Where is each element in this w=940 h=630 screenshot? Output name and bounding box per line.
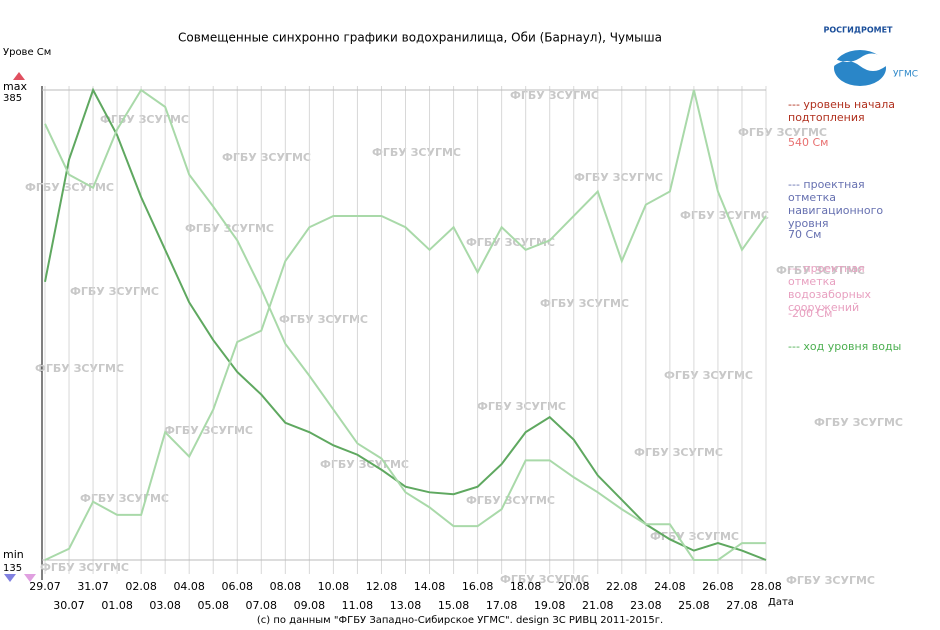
x-axis-label: Дата [768,597,794,608]
watermark: ФГБУ ЗСУГМС [466,494,555,507]
x-tick-label: 14.08 [414,580,446,593]
logo-side: УГМС [893,70,918,80]
x-tick-label: 06.08 [222,580,254,593]
watermark: ФГБУ ЗСУГМС [540,297,629,310]
watermark: ФГБУ ЗСУГМС [40,561,129,574]
watermark: ФГБУ ЗСУГМС [776,264,865,277]
watermark: ФГБУ ЗСУГМС [222,151,311,164]
x-tick-label: 11.08 [342,599,374,612]
y-end-label: 135 [3,563,22,574]
y-tick-label: max [3,80,27,93]
x-tick-label: 15.08 [438,599,470,612]
x-tick-label: 09.08 [294,599,326,612]
watermark: ФГБУ ЗСУГМС [738,126,827,139]
logo: РОСГИДРОМЕТ УГМС [824,26,918,86]
x-tick-label: 28.08 [750,580,782,593]
x-tick-label: 23.08 [630,599,662,612]
x-tick-label: 12.08 [366,580,398,593]
watermark: ФГБУ ЗСУГМС [100,113,189,126]
legend-entry: --- уровень начала подтопления [788,98,895,124]
watermark: ФГБУ ЗСУГМС [650,530,739,543]
x-tick-label: 16.08 [462,580,494,593]
watermark: ФГБУ ЗСУГМС [786,574,875,587]
series-line [44,88,766,561]
chart-title: Совмещенные синхронно графики водохранил… [178,31,662,45]
x-tick-label: 17.08 [486,599,518,612]
logo-text: РОСГИДРОМЕТ [824,26,894,35]
watermark: ФГБУ ЗСУГМС [500,573,589,586]
watermark: ФГБУ ЗСУГМС [634,446,723,459]
x-tick-label: 19.08 [534,599,566,612]
watermark: ФГБУ ЗСУГМС [35,362,124,375]
x-tick-label: 08.08 [270,580,302,593]
watermark: ФГБУ ЗСУГМС [164,424,253,437]
max-marker [13,72,25,80]
x-tick-label: 02.08 [125,580,157,593]
min-marker [24,574,36,582]
watermark: ФГБУ ЗСУГМС [70,285,159,298]
x-tick-label: 18.08 [510,580,542,593]
watermark: ФГБУ ЗСУГМС [814,416,903,429]
x-tick-label: 03.08 [149,599,181,612]
x-tick-label: 29.07 [29,580,61,593]
x-tick-label: 25.08 [678,599,710,612]
x-tick-label: 26.08 [702,580,734,593]
legend-entry: 540 См [788,136,829,149]
x-tick-label: 04.08 [173,580,205,593]
x-tick-label: 01.08 [101,599,133,612]
legend-entry: --- проектная отметка навигационного уро… [788,178,884,230]
watermark: ФГБУ ЗСУГМС [466,236,555,249]
watermark: ФГБУ ЗСУГМС [279,313,368,326]
y-axis-label: Урове См [3,47,51,58]
legend-entry: --- ход уровня воды [788,340,902,353]
x-tick-label: 30.07 [53,599,85,612]
x-tick-label: 31.07 [77,580,109,593]
x-tick-label: 07.08 [246,599,278,612]
legend-entry: -200 См [788,307,833,320]
watermark: ФГБУ ЗСУГМС [372,146,461,159]
y-end-label: 385 [3,93,22,104]
x-tick-label: 24.08 [654,580,686,593]
watermark: ФГБУ ЗСУГМС [477,400,566,413]
x-tick-label: 10.08 [318,580,350,593]
watermark: ФГБУ ЗСУГМС [664,369,753,382]
legend-entry: --- проектная отметка водозаборных соору… [788,262,872,314]
x-tick-label: 22.08 [606,580,638,593]
x-tick-label: 21.08 [582,599,614,612]
watermark: ФГБУ ЗСУГМС [574,171,663,184]
x-tick-label: 13.08 [390,599,422,612]
x-tick-label: 27.08 [726,599,758,612]
x-tick-label: 05.08 [197,599,229,612]
min-marker [4,574,16,582]
y-tick-label: min [3,548,24,561]
watermark: ФГБУ ЗСУГМС [510,89,599,102]
watermark: ФГБУ ЗСУГМС [320,458,409,471]
footer: (с) по данным "ФГБУ Западно-Сибирское УГ… [257,615,663,626]
series-line [44,89,767,561]
x-tick-label: 20.08 [558,580,590,593]
legend-entry: 70 См [788,228,822,241]
watermark: ФГБУ ЗСУГМС [680,209,769,222]
